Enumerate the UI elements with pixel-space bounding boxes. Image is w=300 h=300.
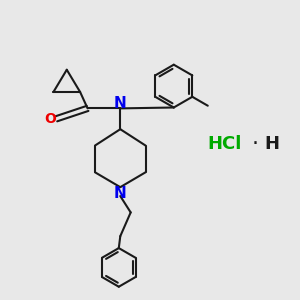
Text: N: N [114, 186, 127, 201]
Text: O: O [44, 112, 56, 126]
Text: HCl: HCl [207, 135, 242, 153]
Text: N: N [114, 95, 127, 110]
Text: H: H [264, 135, 279, 153]
Text: ·: · [252, 134, 259, 154]
